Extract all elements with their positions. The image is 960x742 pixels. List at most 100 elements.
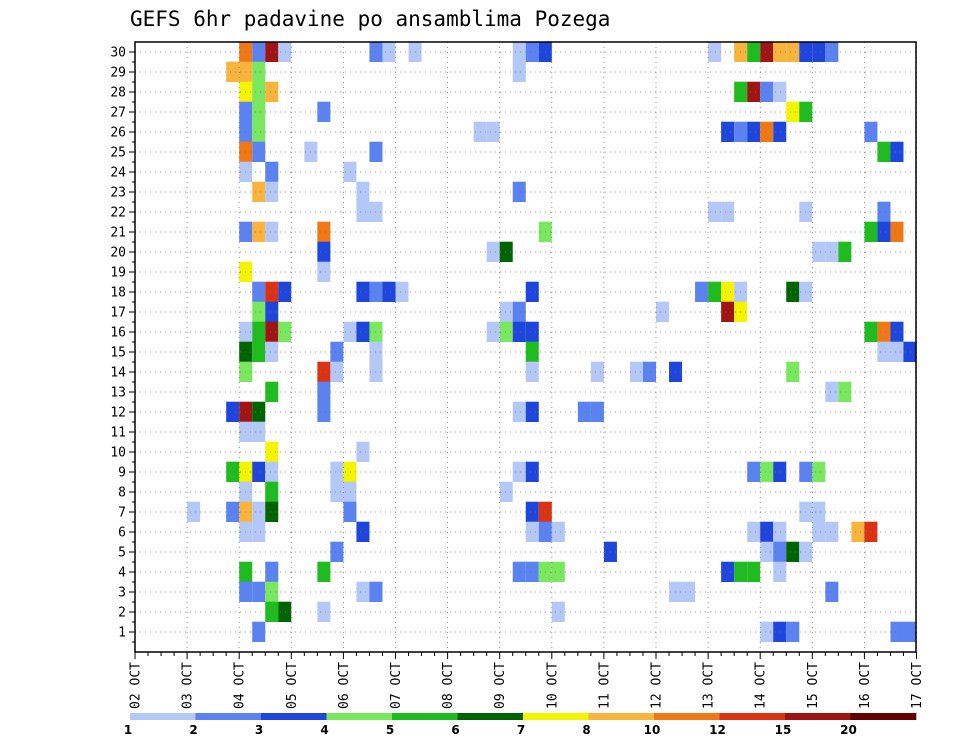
x-tick-label: 16 OCT bbox=[858, 662, 873, 709]
y-tick-label: 5 bbox=[118, 546, 126, 561]
heatmap-cell bbox=[265, 481, 279, 502]
heatmap-cell bbox=[226, 401, 240, 422]
heatmap-cell bbox=[252, 521, 266, 542]
heatmap-cell bbox=[851, 521, 865, 542]
heatmap-cell bbox=[265, 181, 279, 202]
heatmap-cell bbox=[343, 321, 357, 342]
heatmap-cell bbox=[721, 281, 735, 302]
heatmap-cell bbox=[525, 461, 539, 482]
heatmap-cell bbox=[252, 141, 266, 162]
heatmap-cell bbox=[226, 461, 240, 482]
heatmap-cell bbox=[330, 461, 344, 482]
heatmap-cell bbox=[330, 361, 344, 382]
heatmap-cell bbox=[525, 341, 539, 362]
x-tick-label: 07 OCT bbox=[389, 662, 404, 709]
heatmap-cell bbox=[825, 241, 839, 262]
heatmap-cell bbox=[252, 101, 266, 122]
heatmap-cell bbox=[356, 201, 370, 222]
heatmap-cell bbox=[642, 361, 657, 382]
y-tick-label: 13 bbox=[110, 386, 126, 401]
heatmap-cell bbox=[812, 461, 826, 482]
heatmap-cell bbox=[265, 301, 279, 322]
heatmap-cell bbox=[656, 301, 670, 322]
heatmap-cell bbox=[512, 401, 526, 422]
colorbar-label: 7 bbox=[517, 723, 525, 737]
y-tick-label: 7 bbox=[118, 506, 126, 521]
heatmap-cell bbox=[773, 541, 787, 562]
heatmap-cell bbox=[760, 461, 774, 482]
heatmap-cell bbox=[252, 221, 266, 242]
y-tick-label: 11 bbox=[110, 426, 126, 441]
colorbar-label: 2 bbox=[189, 723, 197, 737]
heatmap-cell bbox=[226, 61, 240, 82]
heatmap-cell bbox=[890, 141, 904, 162]
heatmap-cell bbox=[252, 621, 266, 642]
heatmap-cell bbox=[708, 201, 722, 222]
heatmap-cell bbox=[525, 521, 539, 542]
heatmap-cell bbox=[786, 281, 800, 302]
heatmap-cell bbox=[773, 561, 787, 582]
heatmap-cell bbox=[721, 301, 735, 322]
heatmap-cell bbox=[252, 121, 266, 142]
heatmap-cell bbox=[265, 601, 279, 622]
heatmap-cell bbox=[356, 181, 370, 202]
heatmap-cell bbox=[252, 81, 266, 102]
heatmap-cell bbox=[825, 581, 839, 602]
heatmap-cell bbox=[356, 321, 370, 342]
heatmap-cell bbox=[278, 41, 292, 62]
heatmap-cell bbox=[512, 181, 526, 202]
heatmap-cell bbox=[499, 241, 513, 262]
colorbar-swatch bbox=[130, 713, 196, 720]
y-tick-label: 17 bbox=[110, 306, 126, 321]
heatmap-cell bbox=[512, 321, 526, 342]
heatmap-cell bbox=[890, 221, 904, 242]
heatmap-cell bbox=[278, 281, 292, 302]
heatmap-cell bbox=[747, 521, 761, 542]
heatmap-cell bbox=[252, 461, 266, 482]
heatmap-cell bbox=[252, 421, 266, 442]
y-tick-label: 12 bbox=[110, 406, 126, 421]
heatmap-cell bbox=[590, 361, 604, 382]
heatmap-cell bbox=[525, 41, 539, 62]
heatmap-cell bbox=[265, 581, 279, 602]
heatmap-cell bbox=[890, 321, 904, 342]
x-tick-label: 15 OCT bbox=[806, 662, 821, 709]
heatmap-cell bbox=[252, 581, 266, 602]
heatmap-cell bbox=[760, 41, 774, 62]
colorbar-label: 1 bbox=[124, 723, 132, 737]
x-tick-label: 09 OCT bbox=[493, 662, 508, 709]
heatmap-cell bbox=[343, 461, 357, 482]
heatmap-cell bbox=[812, 41, 826, 62]
x-tick-label: 11 OCT bbox=[597, 662, 612, 709]
colorbar-swatch bbox=[326, 713, 393, 720]
heatmap-cell bbox=[838, 381, 852, 402]
heatmap-cell bbox=[682, 581, 696, 602]
heatmap-cell bbox=[760, 541, 774, 562]
y-tick-label: 14 bbox=[110, 366, 126, 381]
heatmap-cell bbox=[512, 301, 526, 322]
heatmap-cell bbox=[252, 281, 266, 302]
heatmap-cell bbox=[747, 41, 761, 62]
heatmap-cell bbox=[317, 101, 331, 122]
heatmap-cell bbox=[760, 121, 774, 142]
colorbar-swatch bbox=[261, 713, 327, 720]
heatmap-cells bbox=[187, 41, 917, 642]
heatmap-cell bbox=[629, 361, 643, 382]
heatmap-cell bbox=[747, 561, 761, 582]
heatmap-cell bbox=[760, 621, 774, 642]
heatmap-cell bbox=[708, 281, 722, 302]
heatmap-cell bbox=[590, 401, 604, 422]
heatmap-cell bbox=[252, 61, 266, 82]
heatmap-cell bbox=[265, 41, 279, 62]
y-tick-label: 21 bbox=[110, 226, 126, 241]
heatmap-cell bbox=[695, 281, 709, 302]
heatmap-cell bbox=[356, 521, 370, 542]
heatmap-cell bbox=[265, 161, 279, 182]
heatmap-cell bbox=[773, 81, 787, 102]
heatmap-cell bbox=[317, 241, 331, 262]
heatmap-cell bbox=[786, 541, 800, 562]
heatmap-cell bbox=[252, 401, 266, 422]
heatmap-cell bbox=[877, 221, 891, 242]
heatmap-cell bbox=[825, 381, 839, 402]
heatmap-cell bbox=[721, 201, 735, 222]
